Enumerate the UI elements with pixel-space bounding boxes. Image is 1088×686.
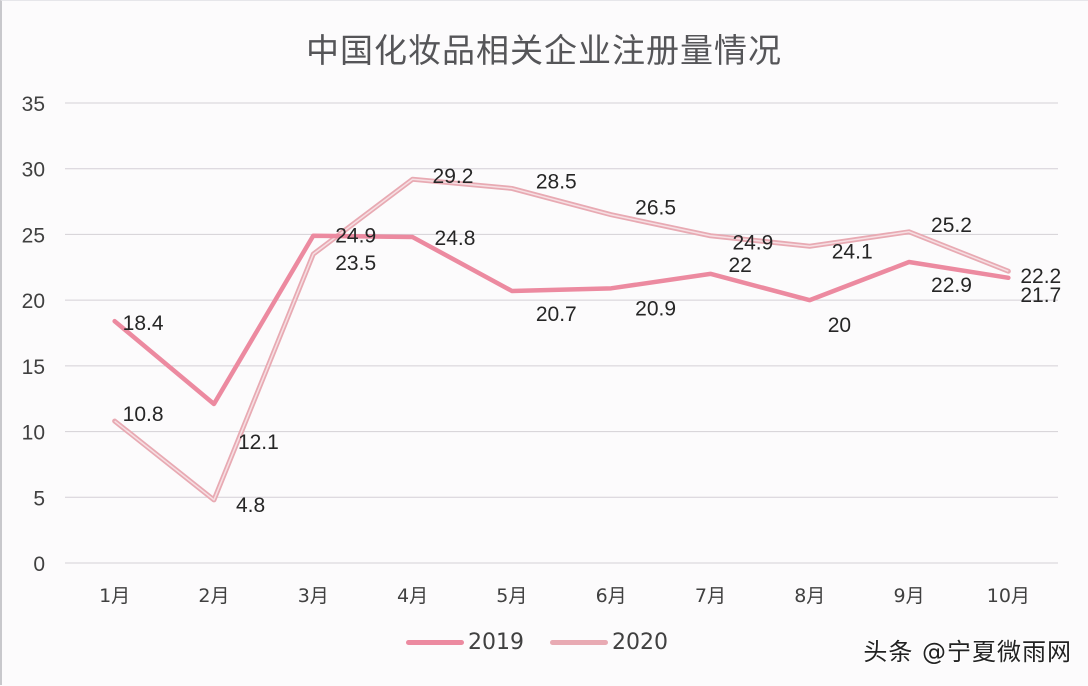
x-tick-label: 8月: [794, 585, 825, 607]
data-label-2020: 10.8: [123, 403, 164, 426]
chart-title: 中国化妆品相关企业注册量情况: [306, 31, 782, 70]
y-tick-label: 10: [22, 422, 45, 445]
y-tick-label: 35: [22, 93, 45, 116]
y-tick-label: 30: [22, 159, 45, 182]
data-label-2019: 12.1: [238, 431, 279, 454]
data-label-2019: 18.4: [123, 312, 164, 335]
data-label-2019: 24.8: [435, 227, 476, 250]
data-label-2019: 22: [728, 254, 751, 277]
series-lines: [112, 176, 1011, 503]
data-label-2019: 22.9: [931, 274, 972, 297]
data-label-2020: 24.1: [832, 240, 873, 263]
data-label-2019: 20.9: [635, 297, 676, 320]
y-tick-label: 20: [22, 290, 45, 313]
series-line-2019: [112, 233, 1011, 407]
data-label-2020: 22.2: [1020, 265, 1061, 288]
x-tick-label: 6月: [596, 585, 627, 607]
data-label-2019: 20: [828, 314, 851, 337]
legend-label-2020: 2020: [612, 630, 668, 655]
x-tick-label: 5月: [496, 585, 527, 607]
data-label-2020: 25.2: [931, 214, 972, 237]
data-label-2020: 23.5: [335, 252, 376, 275]
x-tick-label: 1月: [99, 585, 130, 607]
data-label-2020: 26.5: [635, 197, 676, 220]
legend-label-2019: 2019: [468, 630, 524, 655]
x-tick-label: 10月: [987, 585, 1030, 607]
x-tick-label: 4月: [397, 585, 428, 607]
legend-swatch-2019: [406, 640, 464, 645]
x-tick-label: 7月: [695, 585, 726, 607]
legend-swatch-2020: [550, 640, 608, 645]
legend-item-2019: 2019: [406, 630, 524, 655]
watermark: 头条 @宁夏微雨网: [863, 638, 1072, 666]
legend-item-2020: 2020: [550, 630, 668, 655]
data-labels: 18.4 12.1 24.9 24.8 20.7 20.9 22 20 22.9 21.7 10.8…: [123, 165, 1062, 517]
y-tick-label: 0: [33, 553, 45, 576]
series-line-2020-core: [114, 178, 1009, 501]
data-label-2020: 4.8: [236, 494, 265, 517]
y-axis-ticks: 0 5 10 15 20 25 30 35: [22, 93, 45, 576]
data-label-2019: 24.9: [335, 225, 376, 248]
y-tick-label: 25: [22, 224, 45, 247]
data-label-2020: 29.2: [433, 165, 474, 188]
x-tick-label: 2月: [198, 585, 229, 607]
y-tick-label: 15: [22, 356, 45, 379]
data-label-2019: 21.7: [1020, 284, 1061, 307]
data-label-2020: 24.9: [732, 232, 773, 255]
x-axis-ticks: 1月 2月 3月 4月 5月 6月 7月 8月 9月 10月: [99, 585, 1030, 607]
data-label-2019: 20.7: [536, 303, 577, 326]
y-tick-label: 5: [33, 487, 45, 510]
x-tick-label: 3月: [298, 585, 329, 607]
legend: 2019 2020: [0, 630, 1088, 655]
x-tick-label: 9月: [894, 585, 925, 607]
data-label-2020: 28.5: [536, 170, 577, 193]
